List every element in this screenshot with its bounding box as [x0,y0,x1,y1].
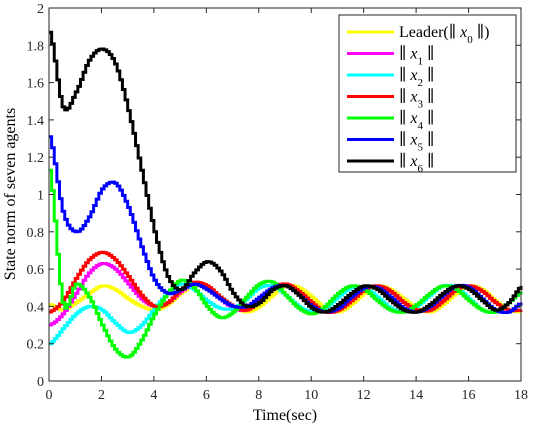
y-tick-label: 1.4 [27,114,45,129]
y-tick-label: 1.6 [27,77,45,92]
x-tick-label: 2 [98,388,105,403]
legend: Leader(∥ x0 ∥)∥ x1 ∥∥ x2 ∥∥ x3 ∥∥ x4 ∥∥ … [338,14,517,175]
y-tick-label: 1 [37,189,44,204]
x-tick-label: 14 [409,388,423,403]
x-tick-label: 4 [150,388,157,403]
y-tick-label: 0 [37,375,44,390]
legend-label-3: ∥ x3 ∥ [399,88,434,111]
x-tick-label: 16 [462,388,476,403]
x-axis-title: Time(sec) [253,407,317,424]
x-tick-label: 18 [514,388,528,403]
legend-label-0: Leader(∥ x0 ∥) [399,23,489,46]
y-tick-label: 0.2 [27,338,45,353]
y-tick-label: 1.2 [27,151,45,166]
y-tick-label: 0.8 [27,226,45,241]
y-tick-label: 1.8 [27,39,45,54]
series-layer [49,30,523,359]
y-axis-title: State norm of seven agents [2,108,19,280]
series-line-6 [49,30,523,314]
legend-box [338,14,517,173]
x-tick-label: 8 [255,388,262,403]
x-tick-label: 10 [304,388,318,403]
x-tick-label: 0 [46,388,53,403]
y-tick-label: 0.6 [27,263,45,278]
legend-label-2: ∥ x2 ∥ [399,66,434,89]
x-tick-label: 6 [203,388,210,403]
x-tick-label: 12 [357,388,371,403]
y-tick-label: 2 [37,2,44,17]
legend-label-1: ∥ x1 ∥ [399,45,434,68]
legend-label-6: ∥ x6 ∥ [399,152,434,175]
axis-layer: 0 2 4 6 8 10 12 14 16 18 0 0.2 0.4 0.6 0.8 1 1.2 1.4 1.6 1.… [27,2,529,403]
legend-label-5: ∥ x5 ∥ [399,131,434,154]
legend-label-4: ∥ x4 ∥ [399,109,434,132]
series-line-4 [49,168,523,359]
y-tick-label: 0.4 [27,300,45,315]
